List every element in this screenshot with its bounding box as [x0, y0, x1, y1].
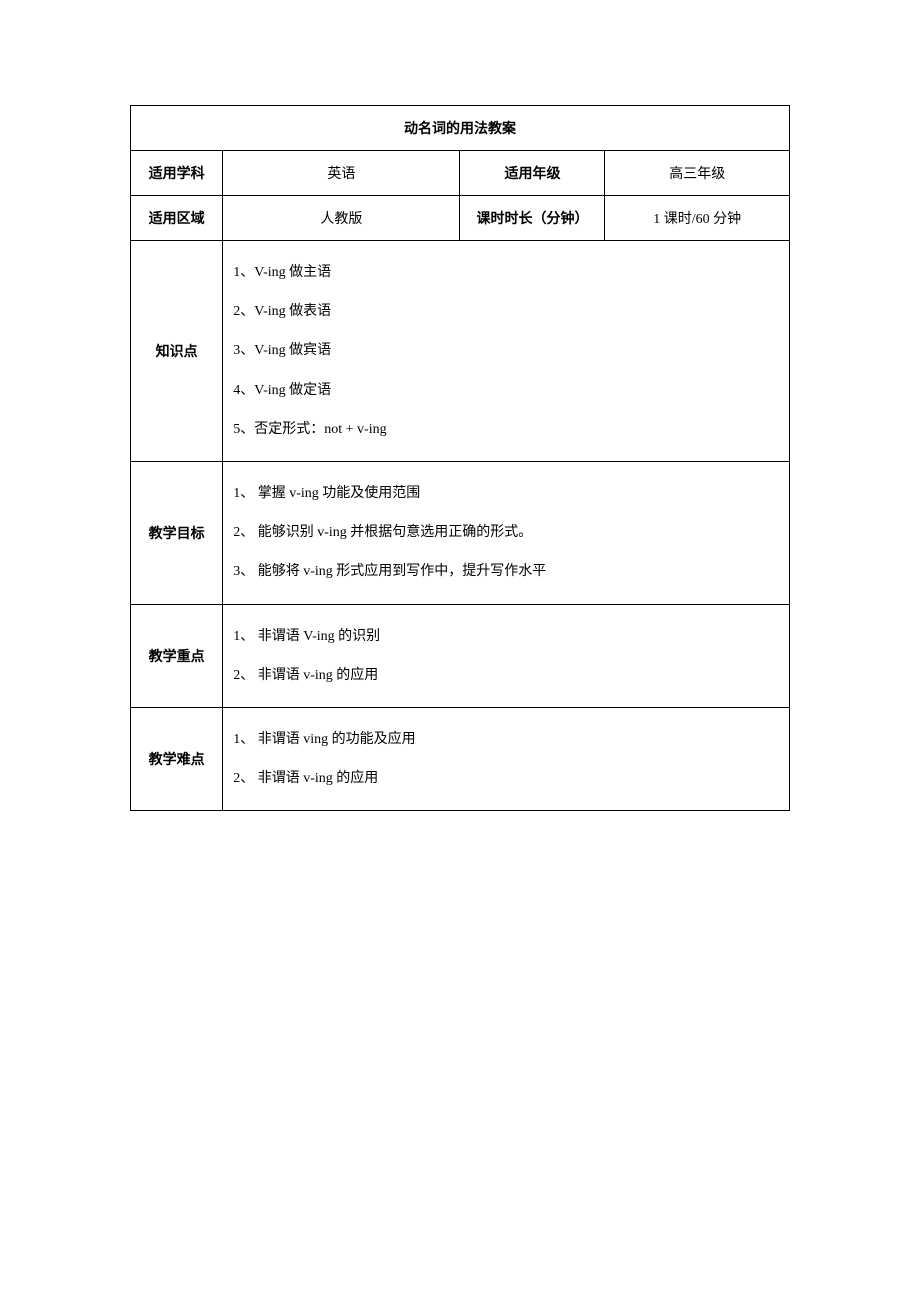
focus-item: 1、 非谓语 V-ing 的识别 [233, 617, 779, 656]
difficulty-item: 2、 非谓语 v-ing 的应用 [233, 759, 779, 798]
subject-value: 英语 [223, 151, 460, 196]
duration-value: 1 课时/60 分钟 [605, 196, 790, 241]
knowledge-row: 知识点 1、V-ing 做主语 2、V-ing 做表语 3、V-ing 做宾语 … [131, 241, 790, 462]
difficulty-label: 教学难点 [131, 707, 223, 810]
knowledge-item: 4、V-ing 做定语 [233, 371, 779, 410]
objective-item: 2、 能够识别 v-ing 并根据句意选用正确的形式。 [233, 513, 779, 552]
knowledge-item: 2、V-ing 做表语 [233, 292, 779, 331]
subject-label: 适用学科 [131, 151, 223, 196]
title-row: 动名词的用法教案 [131, 106, 790, 151]
knowledge-label: 知识点 [131, 241, 223, 462]
grade-label: 适用年级 [460, 151, 605, 196]
knowledge-item: 3、V-ing 做宾语 [233, 331, 779, 370]
objective-row: 教学目标 1、 掌握 v-ing 功能及使用范围 2、 能够识别 v-ing 并… [131, 461, 790, 604]
focus-item: 2、 非谓语 v-ing 的应用 [233, 656, 779, 695]
knowledge-item: 1、V-ing 做主语 [233, 253, 779, 292]
region-value: 人教版 [223, 196, 460, 241]
objective-item: 3、 能够将 v-ing 形式应用到写作中，提升写作水平 [233, 552, 779, 591]
subject-grade-row: 适用学科 英语 适用年级 高三年级 [131, 151, 790, 196]
objective-item: 1、 掌握 v-ing 功能及使用范围 [233, 474, 779, 513]
knowledge-content: 1、V-ing 做主语 2、V-ing 做表语 3、V-ing 做宾语 4、V-… [223, 241, 790, 462]
document-title: 动名词的用法教案 [131, 106, 790, 151]
objective-content: 1、 掌握 v-ing 功能及使用范围 2、 能够识别 v-ing 并根据句意选… [223, 461, 790, 604]
objective-label: 教学目标 [131, 461, 223, 604]
region-duration-row: 适用区域 人教版 课时时长（分钟） 1 课时/60 分钟 [131, 196, 790, 241]
focus-label: 教学重点 [131, 604, 223, 707]
grade-value: 高三年级 [605, 151, 790, 196]
knowledge-item: 5、否定形式：not + v-ing [233, 410, 779, 449]
lesson-plan-table: 动名词的用法教案 适用学科 英语 适用年级 高三年级 适用区域 人教版 课时时长… [130, 105, 790, 811]
duration-label: 课时时长（分钟） [460, 196, 605, 241]
difficulty-content: 1、 非谓语 ving 的功能及应用 2、 非谓语 v-ing 的应用 [223, 707, 790, 810]
region-label: 适用区域 [131, 196, 223, 241]
focus-content: 1、 非谓语 V-ing 的识别 2、 非谓语 v-ing 的应用 [223, 604, 790, 707]
difficulty-row: 教学难点 1、 非谓语 ving 的功能及应用 2、 非谓语 v-ing 的应用 [131, 707, 790, 810]
focus-row: 教学重点 1、 非谓语 V-ing 的识别 2、 非谓语 v-ing 的应用 [131, 604, 790, 707]
difficulty-item: 1、 非谓语 ving 的功能及应用 [233, 720, 779, 759]
